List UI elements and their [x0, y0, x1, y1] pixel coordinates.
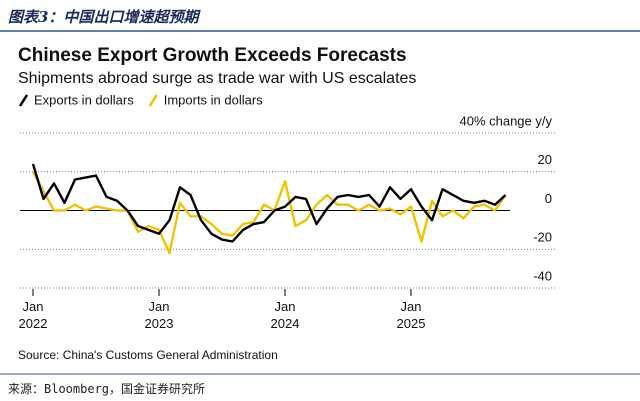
x-tick-label: Jan 2023 [144, 299, 174, 331]
chart-title: Chinese Export Growth Exceeds Forecasts [18, 45, 407, 66]
y-tick-label: -40 [533, 268, 552, 283]
chart-subtitle: Shipments abroad surge as trade war with… [18, 70, 416, 87]
y-tick-label: 40% change y/y [459, 113, 552, 128]
legend-swatch [148, 94, 158, 107]
y-tick-label: 0 [545, 191, 552, 206]
legend-swatch [18, 94, 29, 107]
x-tick-label: Jan 2025 [396, 299, 426, 331]
source-note: Source: China's Customs General Administ… [18, 348, 278, 362]
series-line [31, 171, 507, 255]
y-tick-label: 20 [538, 152, 552, 167]
legend-label: Imports in dollars [164, 92, 263, 107]
x-tick-label: Jan 2022 [18, 299, 48, 331]
x-tick-label: Jan 2024 [270, 299, 300, 331]
y-tick-label: -20 [533, 230, 552, 245]
footer: 来源：Bloomberg，国金证券研究所 [8, 382, 206, 396]
figure-label: 图表3：中国出口增速超预期 [8, 8, 199, 26]
series-line [31, 163, 507, 243]
legend-label: Exports in dollars [34, 92, 134, 107]
